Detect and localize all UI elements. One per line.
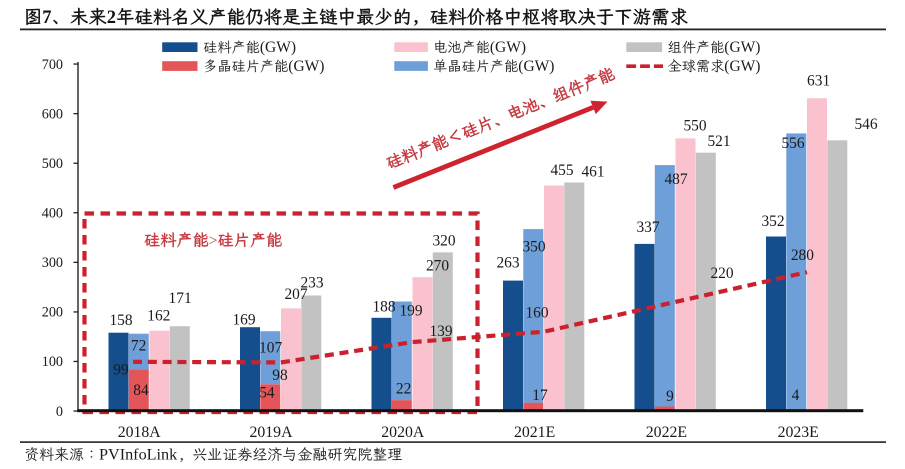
svg-text:631: 631 — [807, 73, 830, 90]
svg-text:84: 84 — [133, 382, 149, 399]
svg-text:54: 54 — [259, 385, 275, 402]
svg-text:556: 556 — [781, 135, 804, 152]
svg-text:,: , — [414, 7, 419, 27]
svg-text:461: 461 — [581, 164, 604, 181]
svg-text:9: 9 — [666, 388, 674, 405]
svg-text:162: 162 — [147, 308, 170, 325]
svg-text:7: 7 — [42, 7, 51, 27]
svg-text:199: 199 — [399, 303, 422, 320]
svg-text:0: 0 — [56, 404, 63, 420]
svg-text:320: 320 — [432, 233, 455, 250]
svg-text:160: 160 — [525, 304, 548, 321]
svg-text:2020A: 2020A — [381, 424, 425, 441]
svg-text:2023E: 2023E — [778, 424, 819, 441]
svg-text:280: 280 — [791, 247, 814, 264]
svg-text:350: 350 — [522, 238, 545, 255]
svg-text:700: 700 — [42, 57, 63, 73]
svg-text:99: 99 — [113, 362, 129, 379]
svg-text:455: 455 — [550, 162, 573, 179]
svg-text:400: 400 — [42, 206, 63, 222]
svg-text:171: 171 — [169, 290, 192, 307]
svg-text:233: 233 — [300, 275, 323, 292]
svg-text:>: > — [209, 233, 218, 250]
svg-text:(GW): (GW) — [260, 39, 296, 56]
svg-text:158: 158 — [109, 312, 132, 329]
svg-text:22: 22 — [396, 381, 411, 398]
svg-text:550: 550 — [683, 118, 706, 135]
svg-text:270: 270 — [426, 258, 449, 275]
svg-text:200: 200 — [42, 305, 63, 321]
svg-text:521: 521 — [707, 133, 730, 150]
svg-text:100: 100 — [42, 354, 63, 370]
svg-text:2018A: 2018A — [118, 424, 162, 441]
svg-text:(GW): (GW) — [518, 58, 554, 75]
svg-text:207: 207 — [284, 286, 307, 303]
svg-text:PVInfoLink: PVInfoLink — [99, 446, 178, 464]
svg-text:263: 263 — [496, 255, 519, 272]
svg-text:(GW): (GW) — [490, 39, 526, 56]
svg-text:(GW): (GW) — [724, 39, 760, 56]
svg-text:352: 352 — [761, 213, 784, 230]
svg-text:17: 17 — [532, 387, 548, 404]
svg-text:2019A: 2019A — [249, 424, 293, 441]
svg-text:546: 546 — [854, 116, 877, 133]
svg-text:487: 487 — [664, 171, 687, 188]
svg-text:600: 600 — [42, 106, 63, 122]
svg-text:(GW): (GW) — [288, 58, 324, 75]
svg-text:2: 2 — [107, 7, 116, 27]
svg-text:169: 169 — [232, 312, 255, 329]
svg-text:500: 500 — [42, 156, 63, 172]
svg-text:,: , — [180, 446, 184, 464]
svg-text:107: 107 — [259, 340, 282, 357]
svg-text:139: 139 — [429, 323, 452, 340]
svg-text:2022E: 2022E — [646, 424, 687, 441]
svg-text:72: 72 — [131, 338, 146, 355]
svg-text:188: 188 — [372, 299, 395, 316]
svg-text:2021E: 2021E — [514, 424, 555, 441]
svg-text:4: 4 — [792, 387, 800, 404]
svg-text:220: 220 — [710, 265, 733, 282]
svg-text:(GW): (GW) — [724, 58, 760, 75]
svg-text:337: 337 — [636, 219, 659, 236]
svg-text:300: 300 — [42, 255, 63, 271]
svg-text:98: 98 — [272, 367, 288, 384]
